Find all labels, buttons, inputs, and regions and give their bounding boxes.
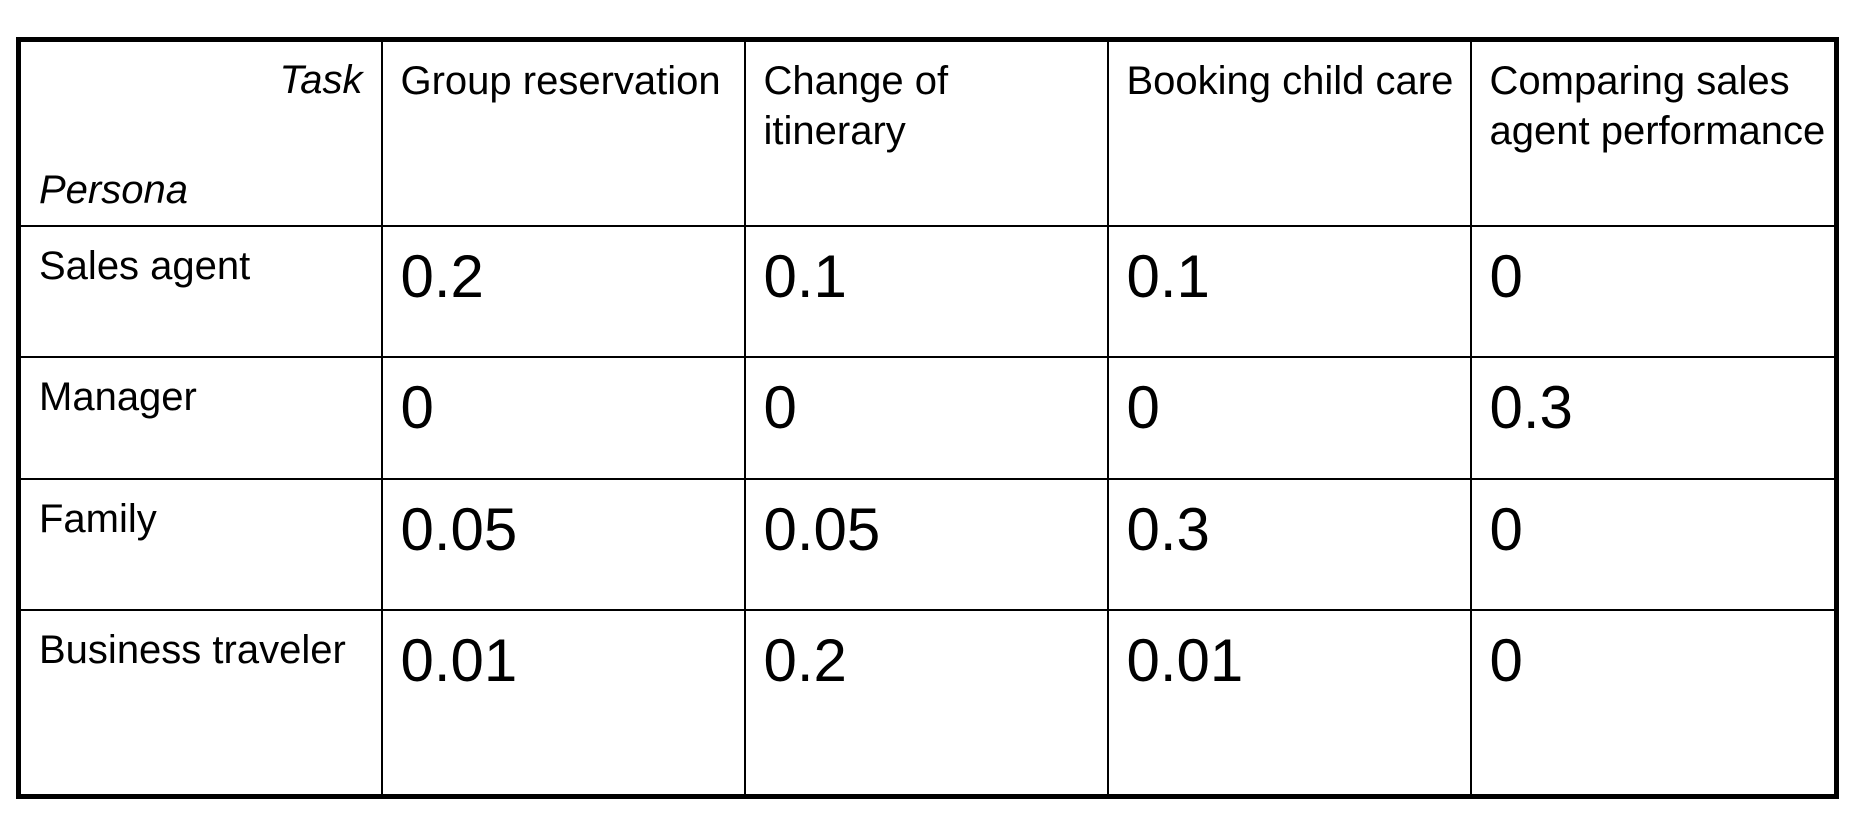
value-cell: 0.3 xyxy=(1106,478,1472,612)
value-cell: 0 xyxy=(1106,355,1472,481)
persona-label: Business traveler xyxy=(39,628,346,673)
weight-value: 0.2 xyxy=(763,627,847,695)
value-cell: 0 xyxy=(743,355,1109,481)
task-header-label: Group reservation xyxy=(400,59,721,103)
table-row: Family 0.05 0.05 0.3 0 xyxy=(17,478,1838,612)
value-cell: 0.2 xyxy=(743,609,1109,798)
persona-cell: Manager xyxy=(17,355,383,481)
weight-value: 0.2 xyxy=(400,243,484,311)
value-cell: 0 xyxy=(380,355,746,481)
table-row: Business traveler 0.01 0.2 0.01 0 xyxy=(17,609,1838,798)
weight-value: 0.3 xyxy=(1126,496,1210,564)
header-row: Task Persona Group reservation Change of… xyxy=(17,38,1838,228)
table-row: Sales agent 0.2 0.1 0.1 0 xyxy=(17,225,1838,358)
persona-axis-label: Persona xyxy=(39,168,188,212)
value-cell: 0.01 xyxy=(380,609,746,798)
value-cell: 0.05 xyxy=(743,478,1109,612)
weight-value: 0 xyxy=(1489,496,1523,564)
value-cell: 0.01 xyxy=(1106,609,1472,798)
task-axis-label: Task xyxy=(279,58,363,102)
value-cell: 0 xyxy=(1469,225,1838,358)
weight-value: 0.1 xyxy=(763,243,847,311)
task-header-cell: Group reservation xyxy=(380,38,746,228)
corner-cell: Task Persona xyxy=(17,38,383,228)
task-header-cell: Comparing sales agent performance xyxy=(1469,38,1838,228)
weight-value: 0.05 xyxy=(763,496,881,564)
weight-value: 0.3 xyxy=(1489,373,1573,441)
weight-value: 0.01 xyxy=(400,627,518,695)
persona-cell: Sales agent xyxy=(17,225,383,358)
task-header-cell: Change of itinerary xyxy=(743,38,1109,228)
table-row: Manager 0 0 0 0.3 xyxy=(17,355,1838,481)
value-cell: 0.1 xyxy=(1106,225,1472,358)
weight-value: 0 xyxy=(1489,627,1523,695)
task-header-label: Booking child care xyxy=(1126,59,1454,103)
persona-label: Sales agent xyxy=(39,244,251,289)
persona-cell: Business traveler xyxy=(17,609,383,798)
value-cell: 0.1 xyxy=(743,225,1109,358)
weight-value: 0.01 xyxy=(1126,627,1244,695)
persona-cell: Family xyxy=(17,478,383,612)
task-header-label: Comparing sales agent performance xyxy=(1489,59,1826,153)
weight-value: 0 xyxy=(1489,243,1523,311)
value-cell: 0.3 xyxy=(1469,355,1838,481)
value-cell: 0 xyxy=(1469,609,1838,798)
weight-value: 0.05 xyxy=(400,496,518,564)
value-cell: 0 xyxy=(1469,478,1838,612)
task-header-label: Change of itinerary xyxy=(763,59,949,153)
task-header-cell: Booking child care xyxy=(1106,38,1472,228)
weight-value: 0 xyxy=(1126,373,1160,441)
persona-label: Family xyxy=(39,497,157,542)
weight-value: 0 xyxy=(763,373,797,441)
persona-task-matrix: Task Persona Group reservation Change of… xyxy=(16,37,1839,799)
value-cell: 0.05 xyxy=(380,478,746,612)
value-cell: 0.2 xyxy=(380,225,746,358)
persona-label: Manager xyxy=(39,374,197,419)
weight-value: 0.1 xyxy=(1126,243,1210,311)
weight-value: 0 xyxy=(400,373,434,441)
